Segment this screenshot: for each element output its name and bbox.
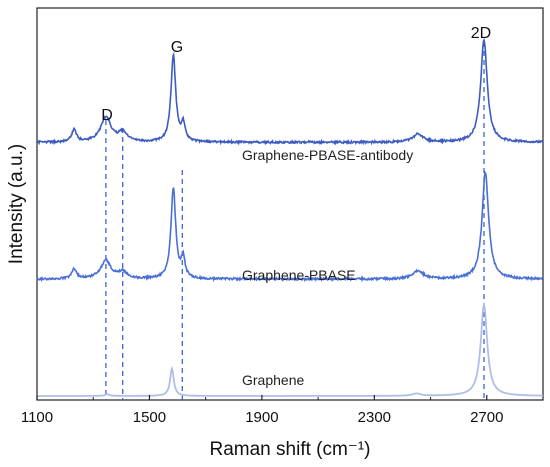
y-axis-title: Intensity (a.u.) xyxy=(6,144,27,264)
spectrum-traces xyxy=(36,37,544,397)
peak-label-d: D xyxy=(101,107,113,124)
x-axis-title: Raman shift (cm⁻¹) xyxy=(210,439,371,460)
peak-label-2d: 2D xyxy=(471,25,491,42)
series-label: Graphene xyxy=(242,372,304,388)
series-label: Graphene-PBASE xyxy=(242,267,356,283)
reference-lines xyxy=(105,42,485,400)
plot-area-frame xyxy=(36,7,544,401)
x-tick-label: 1500 xyxy=(133,409,166,426)
series-line-graphene xyxy=(37,301,543,397)
series-labels: Graphene Graphene-PBASE Graphene-PBASE-ant… xyxy=(242,147,413,388)
series-line-graphene-pbase xyxy=(36,170,544,283)
x-tick-label: 2700 xyxy=(470,409,503,426)
x-tick-label: 1100 xyxy=(21,409,53,426)
x-tick-label: 2300 xyxy=(358,409,391,426)
peak-label-g: G xyxy=(171,39,183,56)
series-label: Graphene-PBASE-antibody xyxy=(242,147,413,163)
series-line-graphene-pbase-antibody xyxy=(36,37,544,146)
x-tick-label: 1900 xyxy=(245,409,278,426)
x-axis-ticks: 1100 1500 1900 2300 2700 xyxy=(21,395,503,426)
